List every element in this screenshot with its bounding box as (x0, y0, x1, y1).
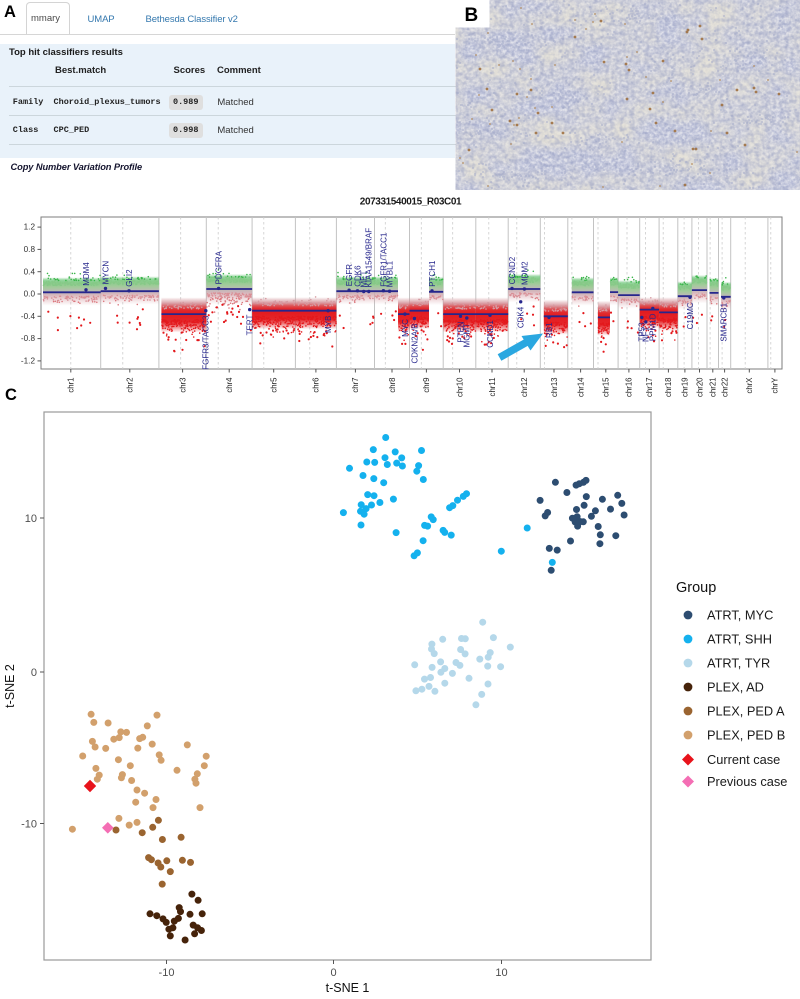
svg-text:Previous case: Previous case (707, 774, 787, 789)
svg-text:FGFR3/TACC3: FGFR3/TACC3 (202, 315, 211, 370)
svg-text:CCND2: CCND2 (508, 256, 517, 284)
svg-text:NF1: NF1 (642, 326, 651, 342)
svg-text:chr9: chr9 (422, 378, 431, 393)
svg-text:MDM2: MDM2 (520, 261, 529, 285)
svg-text:SMARCB1: SMARCB1 (720, 302, 729, 341)
svg-text:CCND1: CCND1 (486, 320, 495, 348)
svg-text:chr16: chr16 (625, 378, 634, 398)
svg-text:MYBL1: MYBL1 (386, 260, 395, 287)
svg-text:chr6: chr6 (312, 378, 321, 393)
svg-text:0.0: 0.0 (24, 290, 36, 299)
svg-text:PLEX, PED A: PLEX, PED A (707, 703, 785, 718)
svg-text:0: 0 (330, 967, 336, 979)
svg-text:chr2: chr2 (126, 378, 135, 393)
svg-text:chr3: chr3 (178, 378, 187, 393)
svg-text:0.8: 0.8 (24, 245, 36, 254)
svg-text:chr22: chr22 (720, 378, 729, 398)
svg-text:CDK4: CDK4 (517, 306, 526, 328)
svg-text:chr21: chr21 (709, 378, 718, 398)
svg-text:chr7: chr7 (351, 378, 360, 393)
svg-text:TERT: TERT (246, 314, 255, 335)
svg-text:Group: Group (676, 580, 716, 596)
svg-text:chrY: chrY (771, 377, 780, 394)
svg-text:chr20: chr20 (695, 377, 704, 397)
svg-text:PPM1D: PPM1D (649, 313, 658, 341)
svg-text:C19MC: C19MC (686, 302, 695, 329)
svg-text:chr13: chr13 (550, 378, 559, 398)
svg-text:chr15: chr15 (602, 377, 611, 397)
svg-text:10: 10 (495, 967, 507, 979)
svg-text:chr17: chr17 (645, 378, 654, 398)
svg-text:PTEN: PTEN (456, 321, 465, 343)
svg-text:-1.2: -1.2 (21, 357, 36, 366)
svg-text:PLEX, AD: PLEX, AD (707, 679, 764, 694)
svg-text:TP53: TP53 (638, 322, 647, 342)
svg-text:t-SNE 1: t-SNE 1 (326, 981, 370, 995)
svg-text:CDKN2A/B: CDKN2A/B (410, 324, 419, 364)
svg-text:MYB: MYB (324, 316, 333, 333)
svg-text:1.2: 1.2 (24, 223, 36, 232)
svg-text:PLEX, PED B: PLEX, PED B (707, 727, 785, 742)
svg-text:207331540015_R03C01: 207331540015_R03C01 (360, 197, 462, 208)
svg-text:MDM4: MDM4 (82, 262, 91, 286)
svg-text:Current case: Current case (707, 752, 780, 767)
svg-text:chr14: chr14 (576, 377, 585, 397)
svg-text:ATRT, SHH: ATRT, SHH (707, 631, 772, 646)
svg-text:FGFR1/TACC1: FGFR1/TACC1 (379, 232, 388, 287)
svg-text:-0.8: -0.8 (21, 334, 36, 343)
svg-text:MYCN: MYCN (101, 261, 110, 285)
svg-text:chr12: chr12 (520, 378, 529, 398)
svg-text:chr19: chr19 (681, 378, 690, 398)
svg-text:ATRT, MYC: ATRT, MYC (707, 607, 773, 622)
svg-text:PDGFRA: PDGFRA (215, 250, 224, 284)
svg-text:chr5: chr5 (270, 377, 279, 393)
svg-text:0.4: 0.4 (24, 267, 36, 276)
svg-text:chrX: chrX (745, 377, 754, 394)
svg-text:chr8: chr8 (388, 378, 397, 393)
svg-text:KIAA1549/BRAF: KIAA1549/BRAF (365, 228, 374, 288)
svg-text:MET: MET (360, 271, 369, 288)
svg-text:chr1: chr1 (67, 378, 76, 393)
svg-text:EGFR: EGFR (345, 264, 354, 286)
svg-text:chr18: chr18 (664, 378, 673, 398)
svg-text:0: 0 (31, 667, 37, 679)
svg-text:-10: -10 (21, 819, 37, 831)
svg-text:-0.4: -0.4 (21, 312, 36, 321)
svg-text:GLI2: GLI2 (125, 269, 134, 287)
svg-text:MGMT: MGMT (463, 323, 472, 348)
svg-text:PTCH1: PTCH1 (428, 260, 437, 287)
svg-text:B: B (465, 5, 479, 26)
svg-text:chr11: chr11 (488, 378, 497, 397)
svg-text:MYC: MYC (401, 319, 410, 337)
svg-text:ATRT, TYR: ATRT, TYR (707, 655, 770, 670)
svg-text:-10: -10 (159, 967, 175, 979)
svg-text:CDK6: CDK6 (353, 265, 362, 287)
svg-text:chr10: chr10 (455, 377, 464, 397)
svg-text:chr4: chr4 (225, 377, 234, 393)
svg-text:10: 10 (25, 513, 37, 525)
svg-text:RB1: RB1 (545, 322, 554, 338)
svg-text:t-SNE 2: t-SNE 2 (3, 664, 17, 708)
